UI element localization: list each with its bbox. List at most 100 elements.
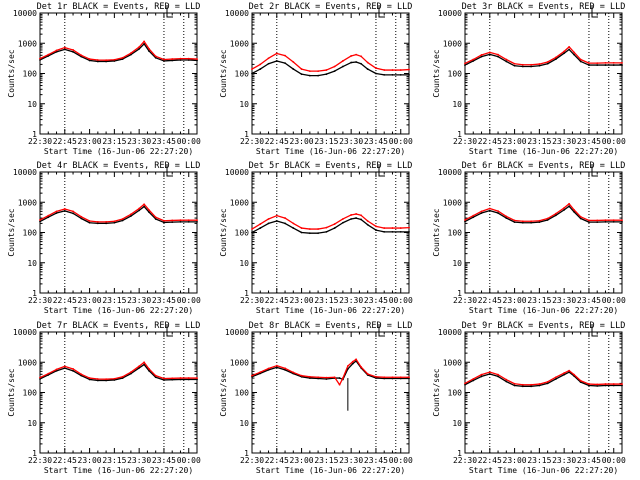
series-point bbox=[488, 371, 491, 374]
series-point bbox=[96, 378, 99, 380]
series-point bbox=[546, 62, 549, 65]
series-point bbox=[472, 216, 475, 219]
x-tick-label: 00:00 bbox=[389, 137, 413, 146]
series-point bbox=[554, 58, 557, 60]
series-point bbox=[251, 228, 253, 230]
series-point bbox=[154, 374, 157, 377]
series-point bbox=[148, 211, 150, 214]
series-point bbox=[563, 50, 566, 53]
series-point bbox=[350, 214, 353, 216]
plot-frame bbox=[464, 331, 623, 454]
y-tick-label: 100 bbox=[23, 70, 38, 79]
series-point bbox=[171, 377, 174, 380]
detector-panel: 1 10 100 1000 10000 22:30 22:45 23:00 23:15 23:30… bbox=[432, 161, 626, 315]
series-point bbox=[113, 221, 116, 224]
x-tick-label: 22:45 bbox=[478, 296, 502, 305]
x-tick-label: 23:30 bbox=[552, 456, 576, 465]
y-tick-label: 10 bbox=[452, 100, 462, 109]
x-tick-label: 00:00 bbox=[602, 137, 626, 146]
y-tick-label: 100 bbox=[448, 389, 463, 398]
y-tick-label: 10000 bbox=[438, 328, 462, 337]
series-point bbox=[148, 369, 150, 372]
series-point bbox=[480, 373, 483, 376]
series-point bbox=[284, 217, 286, 219]
series-point bbox=[554, 56, 557, 59]
series-point bbox=[308, 70, 311, 72]
series-point bbox=[375, 67, 377, 70]
series-point bbox=[488, 209, 491, 212]
detector-panel: 1 10 100 1000 10000 22:30 22:45 23:00 23:15 23:30… bbox=[7, 2, 201, 156]
series-point bbox=[383, 230, 386, 233]
series-point bbox=[391, 69, 394, 71]
series-point bbox=[63, 48, 66, 51]
series-point bbox=[530, 63, 533, 66]
y-tick-label: 1000 bbox=[18, 39, 37, 48]
y-tick-label: 1000 bbox=[230, 39, 249, 48]
series-point bbox=[488, 207, 491, 210]
series-point bbox=[300, 374, 303, 377]
series-point bbox=[408, 226, 410, 229]
x-tick-label: 22:45 bbox=[53, 137, 77, 146]
series-point bbox=[80, 215, 83, 218]
series-point bbox=[88, 220, 91, 222]
x-tick-label: 23:00 bbox=[503, 456, 527, 465]
series-point bbox=[480, 375, 483, 378]
series-point bbox=[196, 377, 198, 379]
x-tick-label: 23:30 bbox=[127, 137, 151, 146]
series-point bbox=[300, 227, 303, 229]
series-point bbox=[267, 367, 270, 370]
x-tick-label: 23:45 bbox=[577, 137, 601, 146]
series-point bbox=[464, 220, 466, 223]
x-tick-label: 22:30 bbox=[28, 137, 52, 146]
series-point bbox=[375, 225, 377, 228]
lld-series-line bbox=[39, 203, 197, 223]
series-point bbox=[472, 214, 475, 217]
series-point bbox=[391, 227, 394, 229]
plot-frame bbox=[39, 331, 198, 454]
x-axis-label: Start Time (16-Jun-06 22:27:20) bbox=[44, 466, 193, 475]
x-tick-label: 23:00 bbox=[290, 456, 314, 465]
series-point bbox=[259, 63, 262, 66]
x-tick-label: 22:45 bbox=[265, 137, 289, 146]
series-point bbox=[187, 57, 190, 60]
series-point bbox=[497, 212, 499, 214]
y-tick-label: 100 bbox=[235, 229, 250, 238]
series-point bbox=[513, 64, 516, 67]
series-point bbox=[497, 375, 499, 378]
y-tick-label: 100 bbox=[235, 389, 250, 398]
series-point bbox=[196, 219, 198, 222]
series-point bbox=[179, 377, 182, 379]
series-point bbox=[284, 368, 286, 371]
series-point bbox=[408, 73, 410, 76]
x-tick-label: 22:30 bbox=[28, 456, 52, 465]
series-point bbox=[360, 218, 362, 221]
series-point bbox=[538, 221, 541, 224]
series-point bbox=[88, 221, 91, 224]
series-point bbox=[80, 373, 83, 376]
y-tick-label: 1000 bbox=[443, 39, 462, 48]
y-axis-label: Counts/sec bbox=[7, 208, 16, 256]
y-tick-label: 1 bbox=[244, 449, 249, 458]
lld-series-line bbox=[464, 203, 622, 222]
series-point bbox=[187, 219, 190, 222]
series-point bbox=[538, 64, 541, 67]
detector-panel: 1 10 100 1000 10000 22:30 22:45 23:00 23:15 23:30… bbox=[219, 2, 413, 156]
detector-panel: 1 10 100 1000 10000 22:30 22:45 23:00 23:15 23:30… bbox=[432, 321, 626, 475]
series-point bbox=[129, 372, 132, 375]
series-point bbox=[148, 50, 150, 52]
lld-series-line bbox=[251, 358, 409, 386]
series-point bbox=[573, 51, 575, 54]
series-point bbox=[604, 384, 607, 387]
series-point bbox=[121, 219, 124, 222]
x-tick-label: 00:00 bbox=[177, 456, 201, 465]
x-axis-label: Start Time (16-Jun-06 22:27:20) bbox=[469, 306, 618, 315]
series-point bbox=[351, 360, 354, 363]
x-tick-label: 22:30 bbox=[453, 296, 477, 305]
y-tick-label: 1 bbox=[32, 289, 37, 298]
series-point bbox=[325, 230, 328, 233]
series-point bbox=[129, 371, 132, 374]
series-point bbox=[513, 221, 516, 224]
series-point bbox=[333, 65, 336, 68]
series-point bbox=[360, 214, 362, 217]
series-point bbox=[391, 376, 394, 379]
